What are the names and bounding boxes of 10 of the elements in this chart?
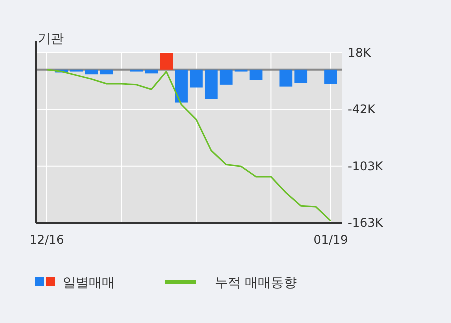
chart-title: 기관 [38,32,64,47]
y-tick-label: 18K [348,46,372,60]
x-tick-label: 12/16 [30,233,64,247]
x-tick-label: 01/19 [314,233,348,247]
line-series [46,69,332,222]
y-tick-label: -103K [348,159,384,174]
legend-label: 누적 매매동향 [215,276,298,291]
y-tick-label: -163K [348,216,384,230]
legend-label: 일별매매 [63,276,115,291]
y-tick-label: -42K [348,102,377,117]
